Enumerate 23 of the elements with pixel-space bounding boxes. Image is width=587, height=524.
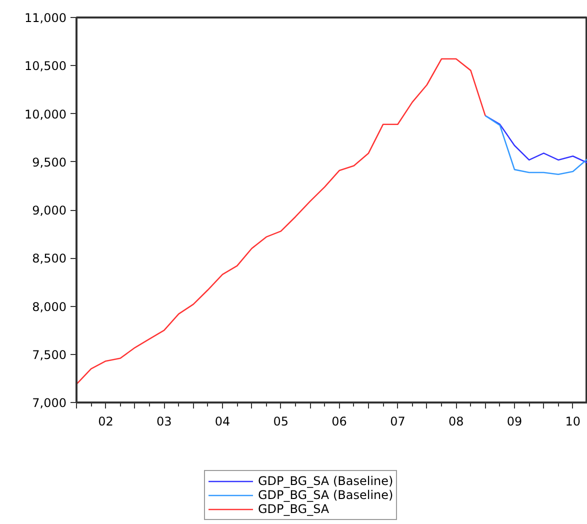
x-tick-label: 06 [332, 414, 347, 428]
x-tick-label: 03 [156, 414, 172, 428]
legend-label: GDP_BG_SA (Baseline) [258, 474, 394, 488]
y-tick-label: 9,500 [32, 155, 67, 170]
line-series [76, 58, 486, 385]
x-tick-label: 02 [98, 414, 114, 428]
x-tick-label: 04 [214, 414, 230, 428]
y-tick-label: 7,000 [32, 396, 67, 410]
y-tick-label: 9,000 [32, 204, 67, 218]
x-tick-label: 10 [565, 414, 581, 428]
x-tick-label: 05 [273, 414, 289, 428]
y-tick-label: 8,500 [32, 252, 67, 266]
y-tick-label: 10,000 [24, 107, 67, 122]
x-tick-label: 09 [506, 414, 522, 428]
x-tick-label: 08 [448, 414, 464, 428]
line-series [484, 115, 587, 176]
y-tick-label: 7,500 [32, 348, 67, 362]
y-tick-label: 11,000 [24, 11, 67, 25]
x-tick-label: 07 [390, 414, 406, 428]
y-tick-label: 8,000 [32, 300, 67, 314]
y-tick-label: 10,500 [24, 59, 67, 74]
legend-label: GDP_BG_SA (Baseline) [258, 488, 394, 502]
legend-label: GDP_BG_SA [258, 502, 330, 516]
